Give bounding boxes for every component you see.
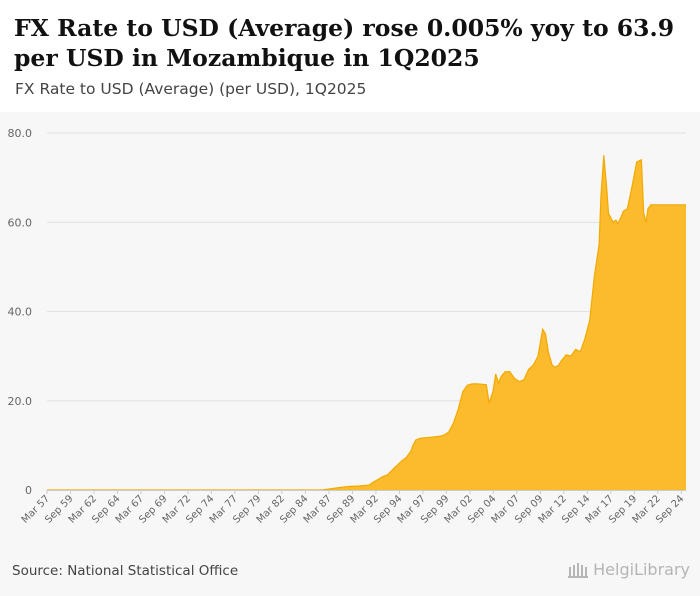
chart-title: FX Rate to USD (Average) rose 0.005% yoy… <box>14 14 675 72</box>
series-line <box>47 155 686 491</box>
chart-subtitle: FX Rate to USD (Average) (per USD), 1Q20… <box>15 80 367 98</box>
y-tick-label: 80.0 <box>8 127 33 140</box>
y-tick-label: 20.0 <box>8 395 33 408</box>
y-tick-label: 60.0 <box>8 216 33 229</box>
brand-name: HelgiLibrary <box>593 560 690 579</box>
series-area <box>47 155 686 491</box>
y-axis-labels: 0 20.0 40.0 60.0 80.0 <box>8 127 33 497</box>
source-note: Source: National Statistical Office <box>12 563 239 579</box>
helgilibrary-logo: HelgiLibrary <box>567 560 690 579</box>
y-tick-label: 40.0 <box>8 306 33 319</box>
series-layer <box>47 155 686 491</box>
y-tick-label: 0 <box>25 484 32 497</box>
chart-header: FX Rate to USD (Average) rose 0.005% yoy… <box>0 0 700 112</box>
library-building-icon <box>568 562 589 578</box>
